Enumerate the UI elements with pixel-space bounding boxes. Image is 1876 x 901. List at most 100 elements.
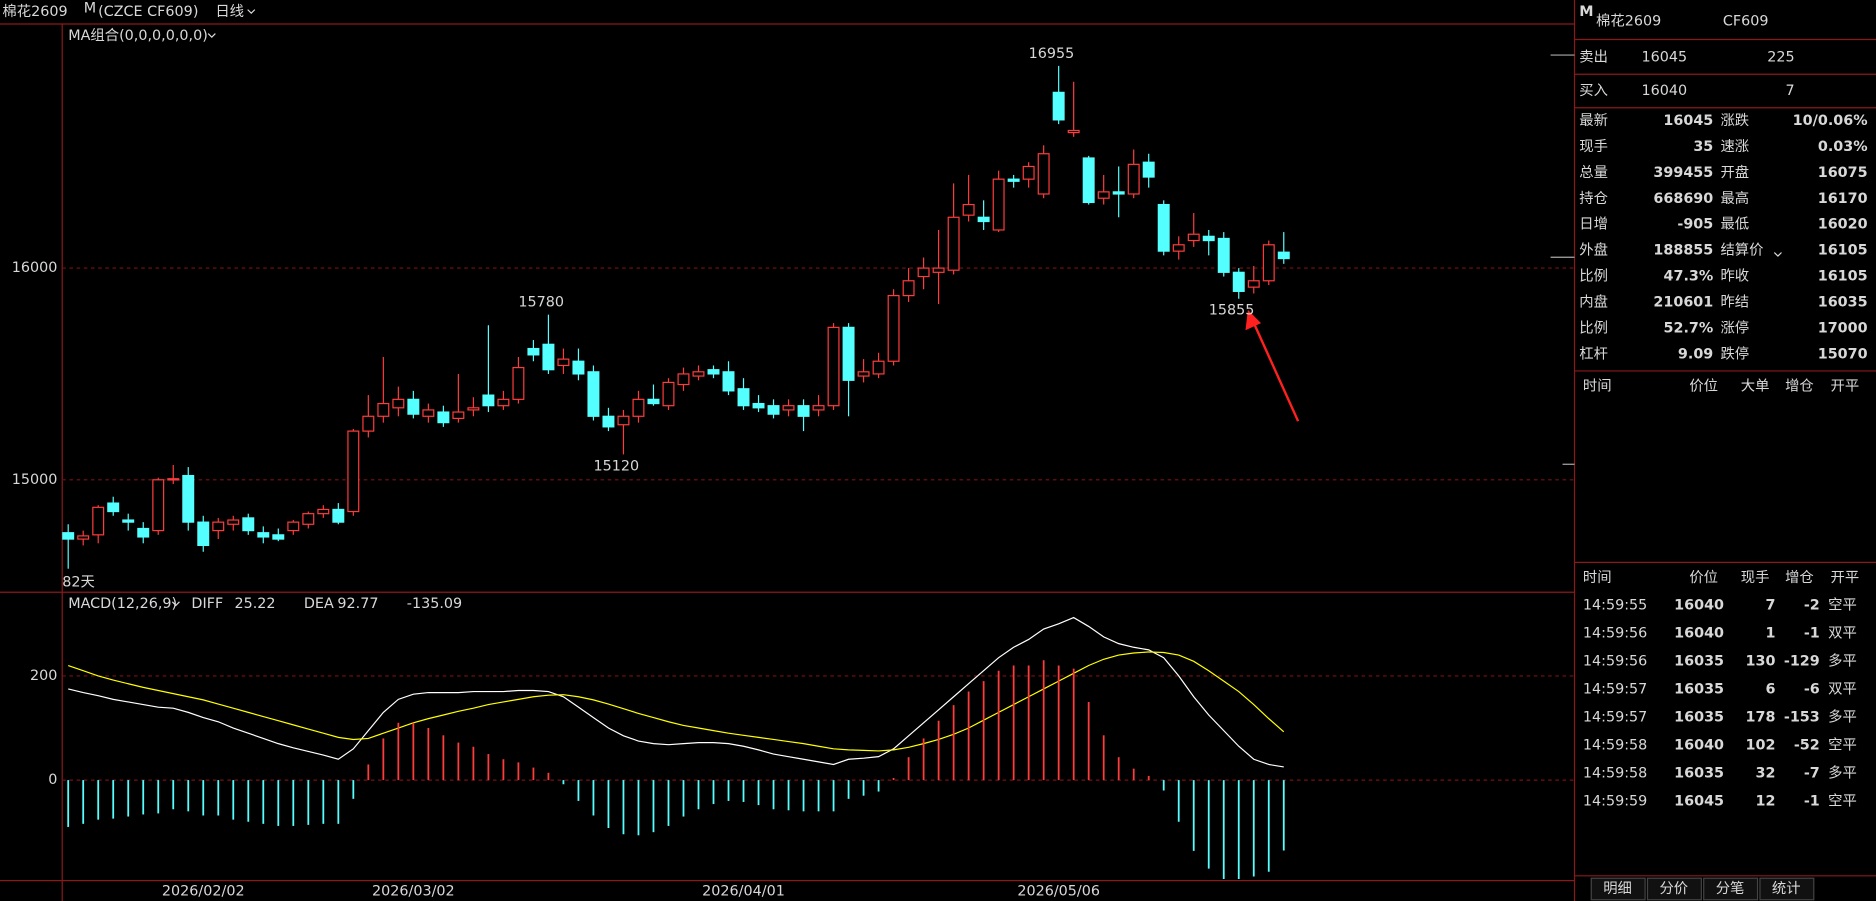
tick-price: 16040 — [1674, 625, 1724, 641]
tab[interactable] — [1646, 877, 1702, 901]
candle-body — [572, 360, 585, 375]
period[interactable]: 日线 — [215, 3, 244, 20]
tick-price: 16040 — [1674, 597, 1724, 613]
symbol: 棉花2609 — [2, 3, 67, 20]
tick-volume: 178 — [1746, 709, 1776, 725]
field-value: 52.7% — [1664, 321, 1714, 337]
candle-body — [722, 371, 735, 392]
tab-label[interactable]: 统计 — [1772, 880, 1801, 897]
candle-body — [212, 521, 225, 532]
candle-body — [602, 415, 615, 428]
tick-oi: -52 — [1794, 737, 1820, 753]
candle-body — [287, 521, 300, 532]
legend-name: DIFF — [191, 596, 223, 612]
field-label: 杠杆 — [1579, 346, 1608, 363]
column-header: 时间 — [1583, 569, 1612, 586]
candle-body — [767, 405, 780, 415]
tick-type: 多平 — [1828, 764, 1857, 781]
y-tick-label: 15000 — [12, 472, 58, 488]
dropdown-caret[interactable] — [207, 33, 216, 38]
tick-oi: -7 — [1804, 765, 1820, 781]
field-value: 16105 — [1818, 269, 1868, 285]
candle-body — [167, 478, 180, 481]
tab-label[interactable]: 明细 — [1603, 880, 1632, 897]
legend-name: DEA — [304, 596, 334, 612]
candle-body — [257, 532, 270, 538]
tick-volume: 12 — [1756, 793, 1776, 809]
column-header: 价位 — [1689, 377, 1718, 394]
candle-body — [647, 398, 660, 405]
candle-body — [527, 347, 540, 356]
candle-body — [782, 405, 795, 411]
candle-body — [137, 527, 150, 538]
candle-body — [617, 415, 630, 426]
legend-value: 92.77 — [337, 596, 378, 612]
price-annotation: 15855 — [1209, 303, 1255, 319]
field-value: 210601 — [1653, 295, 1713, 311]
candle-body — [482, 394, 495, 407]
candle-body — [107, 502, 120, 513]
field-label: 最高 — [1720, 190, 1749, 207]
tick-price: 16035 — [1674, 765, 1724, 781]
candle-body — [542, 343, 555, 371]
tick-type: 多平 — [1828, 652, 1857, 669]
dropdown-caret[interactable] — [171, 601, 180, 607]
tick-time: 14:59:56 — [1583, 625, 1647, 641]
candle-body — [587, 371, 600, 417]
candle-body — [272, 534, 285, 540]
tab[interactable] — [1590, 877, 1646, 901]
tick-type: 空平 — [1828, 792, 1857, 809]
macd-line — [68, 651, 1285, 752]
dropdown-caret[interactable] — [1773, 252, 1782, 257]
field-value: 16075 — [1818, 165, 1868, 181]
candle-body — [182, 474, 195, 523]
candle-body — [662, 381, 675, 407]
candle-body — [557, 358, 570, 367]
tab-label[interactable]: 分价 — [1659, 880, 1688, 897]
candle-body — [737, 388, 750, 407]
candle-body — [122, 519, 135, 523]
candle-body — [1052, 91, 1065, 121]
tick-volume: 1 — [1766, 625, 1776, 641]
candle-body — [1082, 157, 1095, 204]
tick-volume: 102 — [1746, 737, 1776, 753]
candle-body — [1262, 244, 1275, 282]
candle-body — [1187, 233, 1200, 242]
quote-code: CF609 — [1723, 14, 1769, 30]
field-value: 17000 — [1818, 321, 1868, 337]
tab-label[interactable]: 分笔 — [1716, 880, 1745, 897]
tick-oi: -1 — [1804, 793, 1820, 809]
price-annotation: 15120 — [593, 458, 639, 474]
candle-body — [317, 508, 330, 515]
field-label: 最新 — [1579, 112, 1608, 129]
column-header: 时间 — [1583, 377, 1612, 394]
tick-type: 空平 — [1828, 736, 1857, 753]
candle-body — [677, 373, 690, 386]
candle-body — [422, 409, 435, 417]
candle-body — [1067, 129, 1080, 134]
candle-body — [332, 508, 345, 523]
macd-title: MACD(12,26,9) — [68, 596, 177, 612]
field-value: 668690 — [1653, 191, 1713, 207]
candle-body — [1097, 191, 1110, 199]
tab[interactable] — [1703, 877, 1759, 901]
column-header: 开平 — [1831, 378, 1860, 394]
candle-body — [1142, 161, 1155, 178]
field-value: 15070 — [1818, 347, 1868, 363]
column-header: 现手 — [1741, 569, 1770, 586]
candle-body — [512, 366, 525, 400]
book-label: 买入 — [1579, 82, 1608, 99]
quote-title: 棉花2609 — [1596, 13, 1661, 30]
field-value: 47.3% — [1664, 269, 1714, 285]
candle-body — [347, 430, 360, 513]
x-tick-label: 2026/02/02 — [162, 883, 245, 899]
candle-body — [797, 405, 810, 417]
tab[interactable] — [1759, 877, 1815, 901]
book-volume: 225 — [1767, 49, 1794, 65]
candle-body — [1232, 271, 1245, 292]
tick-volume: 130 — [1746, 653, 1776, 669]
dropdown-caret[interactable] — [247, 9, 256, 15]
candle-body — [1022, 165, 1035, 180]
candle-body — [872, 360, 885, 375]
column-header: 大单 — [1741, 377, 1770, 394]
